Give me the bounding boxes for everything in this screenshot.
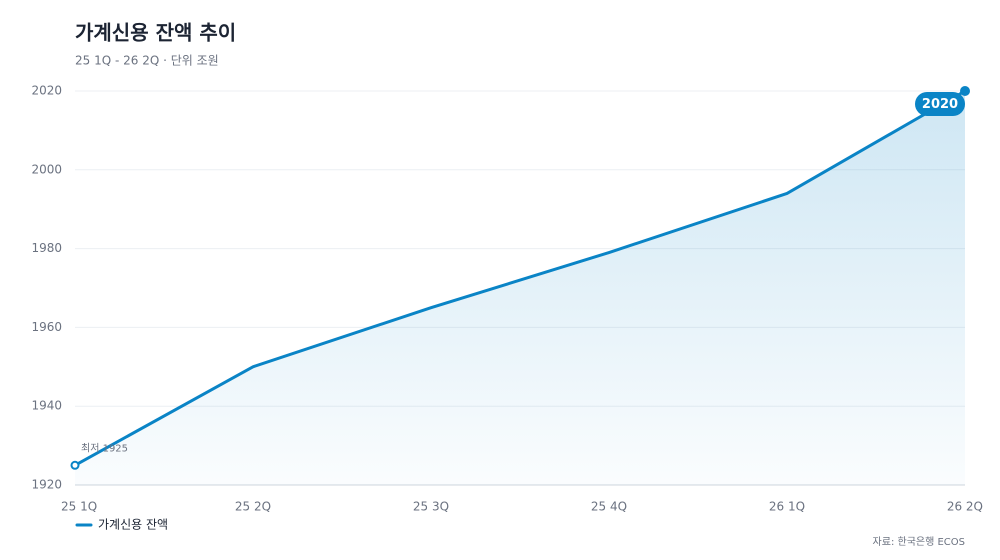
y-tick-label: 1940 bbox=[31, 399, 62, 413]
point-marker bbox=[70, 460, 80, 470]
x-tick-label: 25 4Q bbox=[591, 500, 627, 514]
value-badge-label: 2020 bbox=[922, 97, 958, 112]
x-tick-label: 26 2Q bbox=[947, 500, 983, 514]
legend-label: 가계신용 잔액 bbox=[98, 518, 168, 532]
point-marker bbox=[960, 86, 970, 96]
x-tick-label: 25 2Q bbox=[235, 500, 271, 514]
min-annotation: 최저 1925 bbox=[81, 442, 128, 454]
x-tick-label: 25 1Q bbox=[61, 500, 97, 514]
area bbox=[75, 91, 965, 485]
y-tick-label: 1960 bbox=[31, 320, 62, 334]
chart-title: 가계신용 잔액 추이 bbox=[75, 21, 236, 45]
x-tick-label: 25 3Q bbox=[413, 500, 449, 514]
source: 자료: 한국은행 ECOS bbox=[873, 536, 965, 548]
x-tick-label: 26 1Q bbox=[769, 500, 805, 514]
chart-subtitle: 25 1Q - 26 2Q · 단위 조원 bbox=[75, 54, 219, 68]
y-tick-label: 2020 bbox=[31, 84, 62, 98]
value-badge bbox=[915, 92, 965, 116]
y-tick-label: 1980 bbox=[31, 241, 62, 255]
y-tick-label: 2000 bbox=[31, 162, 62, 176]
line bbox=[74, 89, 966, 467]
y-tick-label: 1920 bbox=[31, 478, 62, 492]
